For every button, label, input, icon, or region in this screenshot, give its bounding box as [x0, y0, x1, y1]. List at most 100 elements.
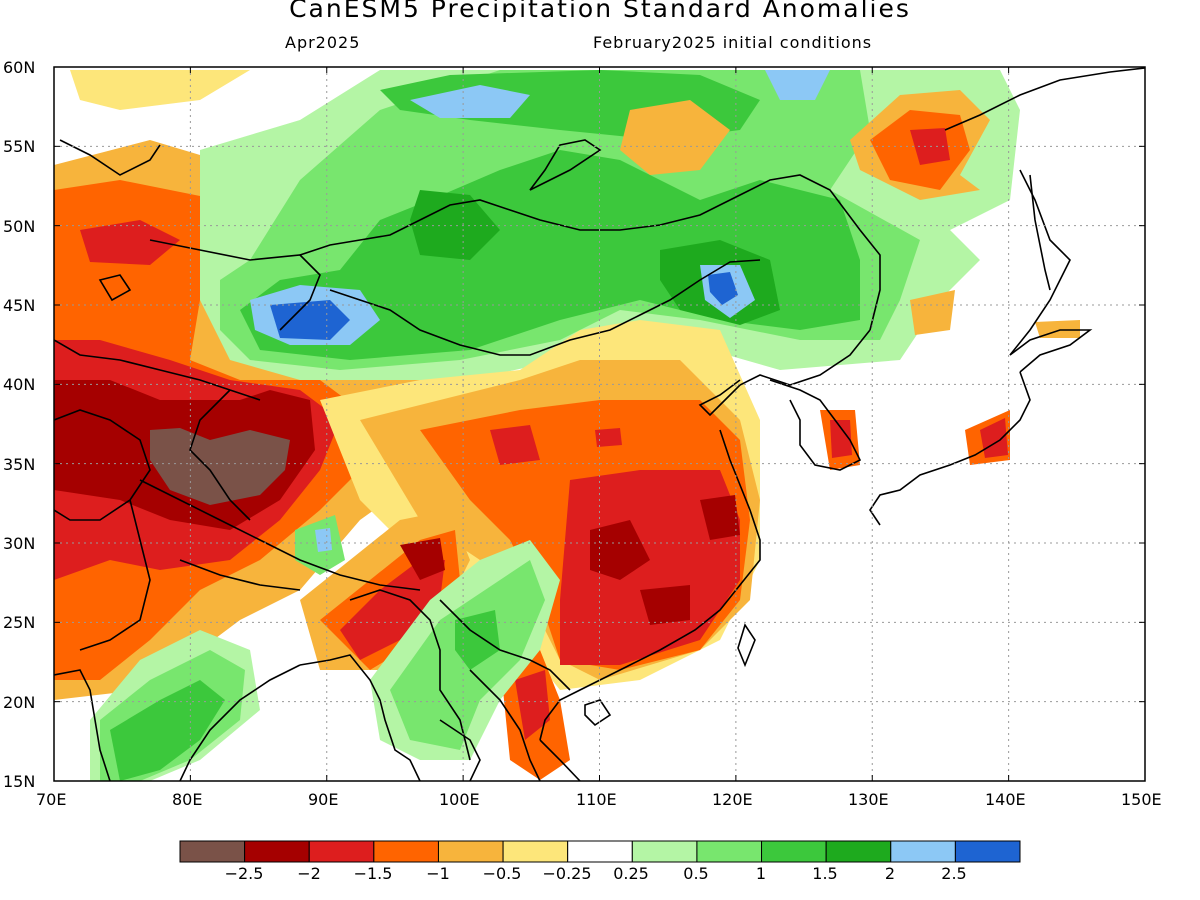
lon-label-110e: 110E: [576, 790, 617, 809]
dry-slight-northwest: [70, 70, 250, 110]
colorbar-swatch: [567, 840, 633, 863]
dry-weak-hokkaido: [1035, 320, 1080, 338]
colorbar-swatch: [825, 840, 892, 863]
lat-label-25n: 25N: [3, 613, 36, 632]
lon-label-120e: 120E: [712, 790, 753, 809]
chart-title: CanESM5 Precipitation Standard Anomalies: [289, 0, 911, 23]
border-kazakhstan: [149, 239, 321, 331]
subtitle-init: February2025 initial conditions: [593, 33, 873, 52]
dry-weak-midnorth: [620, 100, 730, 175]
wet-extreme-blob-west: [270, 300, 350, 340]
dry-korea-red: [830, 420, 852, 458]
dry-extreme-west: [150, 428, 290, 505]
axis-ticks: [53, 66, 1146, 782]
lon-label-90e: 90E: [308, 790, 339, 809]
border-india-nepal: [179, 559, 301, 591]
coastline-indochina: [539, 739, 581, 781]
coastline-china-east: [539, 429, 761, 741]
colorbar-swatch: [244, 840, 310, 863]
colorbar-swatch: [437, 840, 504, 863]
grid-lines: [54, 67, 1145, 781]
dry-strong-china-3: [700, 495, 740, 540]
colorbar-label: 2: [884, 864, 896, 883]
coastlines-and-borders: [54, 67, 1145, 781]
anomaly-field: [54, 67, 1145, 781]
coastline-korea: [769, 379, 862, 471]
colorbar-label: 0.25: [613, 864, 649, 883]
lon-label-70e: 70E: [36, 790, 67, 809]
coastline-caspian: [59, 139, 161, 176]
coastline-bay-of-bengal: [299, 654, 421, 781]
wet-extreme-blob-ne: [708, 272, 738, 305]
colorbar-label: 2.5: [941, 864, 967, 883]
colorbar-label: −2: [297, 864, 321, 883]
dry-china-north: [490, 425, 540, 465]
coastline-aral: [98, 274, 132, 302]
lat-label-60n: 60N: [3, 58, 36, 77]
border-china-west: [189, 389, 251, 521]
lon-label-140e: 140E: [985, 790, 1026, 809]
colorbar-label: −0.25: [542, 864, 592, 883]
colorbar-label: 0.5: [683, 864, 709, 883]
lon-label-80e: 80E: [172, 790, 203, 809]
dry-weak-small: [910, 290, 955, 335]
lon-label-100e: 100E: [439, 790, 480, 809]
dry-china-north-2: [595, 428, 622, 447]
colorbar-swatch: [696, 840, 763, 863]
border-myanmar: [349, 589, 471, 761]
colorbar-label: −2.5: [224, 864, 264, 883]
colorbar-swatch: [890, 840, 956, 863]
border-china-south: [439, 599, 571, 691]
coastline-hainan: [584, 699, 612, 727]
coastline-india-west: [54, 669, 111, 781]
coastline-india-east: [179, 664, 301, 781]
coastline-hokkaido: [1009, 329, 1093, 373]
border-pakistan-india: [79, 499, 151, 651]
border-afghanistan: [54, 409, 151, 521]
colorbar-swatch: [308, 840, 375, 863]
border-russia-mongolia-china: [299, 174, 881, 331]
coastline-sakhalin: [1029, 174, 1051, 291]
wet-north-center: [410, 190, 500, 260]
lat-label-50n: 50N: [3, 217, 36, 236]
coastline-china-north: [698, 329, 871, 417]
lat-label-35n: 35N: [3, 455, 36, 474]
coastline-baikal: [529, 139, 602, 191]
lat-label-20n: 20N: [3, 693, 36, 712]
dry-west-north: [80, 220, 180, 265]
dry-strong-china-2: [640, 585, 690, 625]
wet-india-moderate: [110, 680, 225, 781]
lat-label-15n: 15N: [3, 772, 36, 791]
dry-strong-china-1: [590, 520, 650, 580]
lat-label-55n: 55N: [3, 137, 36, 156]
lat-label-30n: 30N: [3, 534, 36, 553]
lon-label-150e: 150E: [1121, 790, 1162, 809]
coastline-japan-honshu: [869, 371, 1031, 526]
lat-label-40n: 40N: [3, 375, 36, 394]
colorbar-label: −0.5: [482, 864, 522, 883]
lat-label-45n: 45N: [3, 296, 36, 315]
colorbar-swatch: [373, 840, 439, 863]
colorbar-label: −1: [426, 864, 450, 883]
colorbar-swatch: [631, 840, 698, 863]
colorbar-label: 1.5: [812, 864, 838, 883]
coastline-taiwan: [737, 623, 756, 668]
wet-strong-blob-top: [765, 70, 830, 100]
dry-china-south: [560, 470, 740, 665]
dry-myanmar: [340, 560, 445, 660]
coastline-russia-east: [944, 67, 1145, 131]
border-mongolia-china: [329, 259, 761, 356]
colorbar-swatch: [502, 840, 569, 863]
lon-label-130e: 130E: [848, 790, 889, 809]
border-thailand: [439, 719, 481, 781]
colorbar-swatch: [761, 840, 827, 863]
subtitle-month: Apr2025: [285, 33, 361, 52]
border-himalaya: [139, 479, 421, 591]
dry-strong-myanmar: [400, 538, 445, 580]
border-laos-vietnam: [469, 669, 541, 781]
wet-tibet-small-blue: [315, 528, 332, 552]
colorbar-label: −1.5: [353, 864, 393, 883]
colorbar-swatch: [179, 840, 246, 863]
colorbar-label: 1: [755, 864, 767, 883]
